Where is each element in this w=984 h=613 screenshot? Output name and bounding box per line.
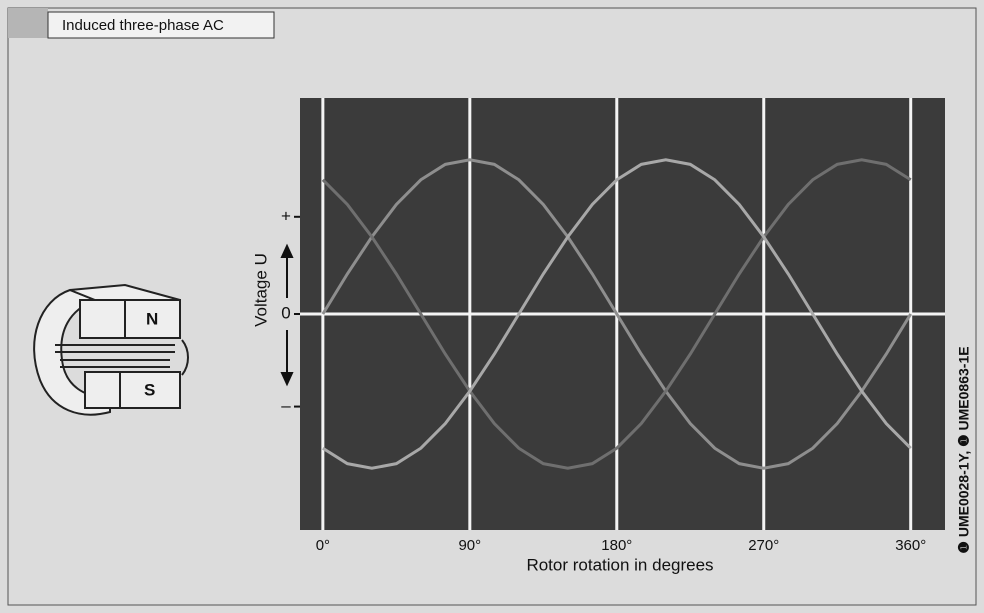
y-axis-label: Voltage U	[251, 253, 270, 327]
y-tick-label: –	[281, 396, 291, 415]
x-axis-label: Rotor rotation in degrees	[526, 555, 713, 574]
pole-s: S	[144, 380, 155, 399]
x-tick-label: 0°	[316, 537, 330, 554]
side-note: ❶ UME0028-1Y, ❶ UME0863-1E	[956, 346, 972, 553]
pole-n: N	[146, 309, 158, 328]
title-box	[47, 11, 275, 39]
x-tick-label: 90°	[458, 537, 481, 554]
figure-icon	[8, 8, 48, 38]
y-tick-label: 0	[281, 303, 290, 322]
x-tick-label: 180°	[601, 537, 632, 554]
chart-title: Induced three-phase AC	[62, 17, 224, 34]
generator-illustration: N S	[33, 283, 189, 416]
phase-line	[322, 158, 912, 470]
phase-line	[321, 158, 912, 470]
x-tick-label: 360°	[895, 537, 926, 554]
frame	[7, 7, 977, 606]
phase-line	[321, 158, 912, 470]
y-arrows	[280, 243, 294, 387]
x-tick-label: 270°	[748, 537, 779, 554]
y-tick-label: +	[281, 206, 291, 225]
